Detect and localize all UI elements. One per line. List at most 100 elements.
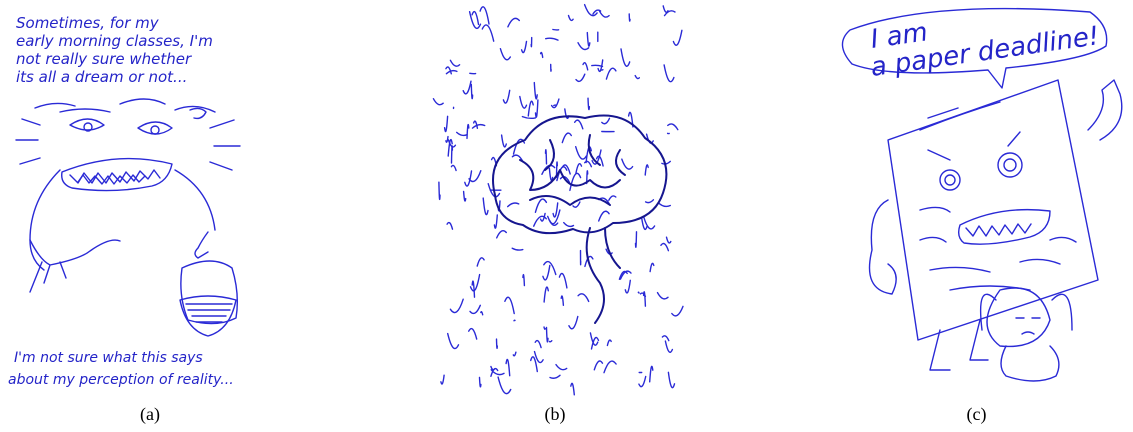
scribble-mark — [471, 280, 476, 298]
scribble-mark — [567, 14, 574, 22]
scribble-mark — [598, 10, 610, 18]
panel-c-drawing: I am a paper deadline! — [841, 7, 1123, 382]
scribble-mark — [469, 273, 481, 292]
scribble-mark — [582, 62, 589, 71]
scribble-mark — [511, 247, 524, 251]
scribble-mark — [667, 123, 679, 131]
scribble-mark — [468, 11, 482, 30]
panel-a-drawing: Sometimes, for my early morning classes,… — [8, 14, 241, 388]
scribble-mark — [560, 295, 565, 306]
panel-c: I am a paper deadline! (c) — [820, 0, 1133, 432]
scribble-mark — [663, 10, 676, 17]
scribble-mark — [507, 202, 520, 208]
scribble-mark — [555, 161, 558, 178]
scribble-mark — [480, 311, 484, 316]
scribble-mark — [656, 291, 669, 300]
brain-sketch — [432, 3, 684, 396]
panel-a-top-text: Sometimes, for my early morning classes,… — [16, 14, 213, 86]
paper-monster-sketch — [868, 79, 1123, 371]
scribble-mark — [644, 164, 649, 176]
scribble-mark — [619, 270, 632, 280]
scribble-mark — [591, 64, 604, 68]
scribble-mark — [445, 69, 458, 75]
scribble-mark — [548, 340, 553, 343]
scribble-mark — [502, 89, 511, 104]
scribble-mark — [628, 13, 631, 22]
scribble-mark — [469, 304, 481, 315]
scribble-mark — [657, 201, 671, 208]
scribble-mark — [608, 195, 617, 201]
scribble-mark — [592, 9, 602, 15]
scribble-mark — [590, 336, 600, 350]
scribble-mark — [586, 31, 591, 47]
scribble-mark — [533, 215, 547, 227]
scribble-mark — [621, 158, 634, 170]
scribble-mark — [555, 363, 568, 371]
scribble-mark — [534, 198, 548, 213]
handwriting-line: Sometimes, for my — [16, 14, 160, 32]
scribble-mark — [468, 327, 478, 340]
scribble-mark — [577, 293, 590, 303]
panel-caption: (a) — [140, 404, 160, 424]
scribble-mark — [533, 81, 538, 100]
scribble-mark — [443, 115, 449, 133]
scribble-mark — [470, 83, 474, 100]
scribble-mark — [445, 66, 452, 75]
handwriting-line: about my perception of reality... — [8, 372, 234, 388]
scribble-mark — [533, 350, 544, 364]
scribble-mark — [440, 374, 445, 385]
scribble-mark — [497, 376, 512, 395]
scribble-mark — [606, 339, 612, 347]
scribble-mark — [450, 145, 454, 164]
scribble-mark — [583, 3, 598, 17]
scribble-mark — [661, 335, 670, 342]
scribble-mark — [493, 214, 498, 229]
scribble-mark — [575, 73, 586, 83]
scribble-mark — [500, 134, 507, 148]
scribble-mark — [432, 98, 444, 106]
scribble-mark — [643, 216, 656, 230]
scribble-mark — [640, 216, 648, 231]
scribble-mark — [568, 315, 579, 330]
scribble-mark — [593, 360, 604, 371]
scribble-mark — [449, 59, 461, 67]
scribble-mark — [490, 365, 496, 371]
scribble-mark — [664, 340, 674, 353]
scribble-mark — [637, 291, 640, 294]
scribble-mark — [499, 48, 511, 61]
scribble-mark — [572, 201, 581, 208]
scribble-mark — [471, 10, 480, 26]
handwriting-line: early morning classes, I'm — [16, 32, 213, 50]
scribble-mark — [534, 339, 542, 349]
scribble-mark — [545, 37, 559, 41]
scribble-mark — [447, 332, 460, 350]
panel-b-drawing — [432, 3, 684, 396]
scribble-mark — [438, 181, 441, 201]
scribble-mark — [618, 270, 628, 280]
scribble-mark — [471, 123, 486, 129]
scribble-mark — [550, 98, 560, 109]
scribble-mark — [473, 120, 479, 129]
scribble-mark — [558, 272, 568, 289]
scribble-mark — [462, 190, 467, 202]
scribble-mark — [549, 374, 561, 379]
scribble-mark — [519, 95, 528, 109]
scribble-mark — [481, 24, 495, 42]
scribble-mark — [584, 255, 594, 268]
panel-caption: (b) — [544, 404, 566, 424]
scribble-mark — [577, 42, 590, 51]
panel-a: Sometimes, for my early morning classes,… — [0, 0, 300, 432]
scribble-mark — [466, 123, 470, 140]
scribble-marks — [432, 3, 684, 396]
scribble-mark — [587, 97, 591, 111]
scribble-mark — [462, 80, 472, 95]
monster-sketch — [15, 98, 241, 337]
scribble-mark — [487, 183, 501, 198]
scribble-mark — [605, 67, 617, 80]
scribble-mark — [665, 236, 672, 244]
scribble-mark — [504, 296, 515, 315]
scribble-mark — [570, 382, 575, 396]
scribble-mark — [561, 164, 571, 175]
scribble-mark — [547, 215, 559, 226]
scribble-mark — [575, 146, 588, 160]
